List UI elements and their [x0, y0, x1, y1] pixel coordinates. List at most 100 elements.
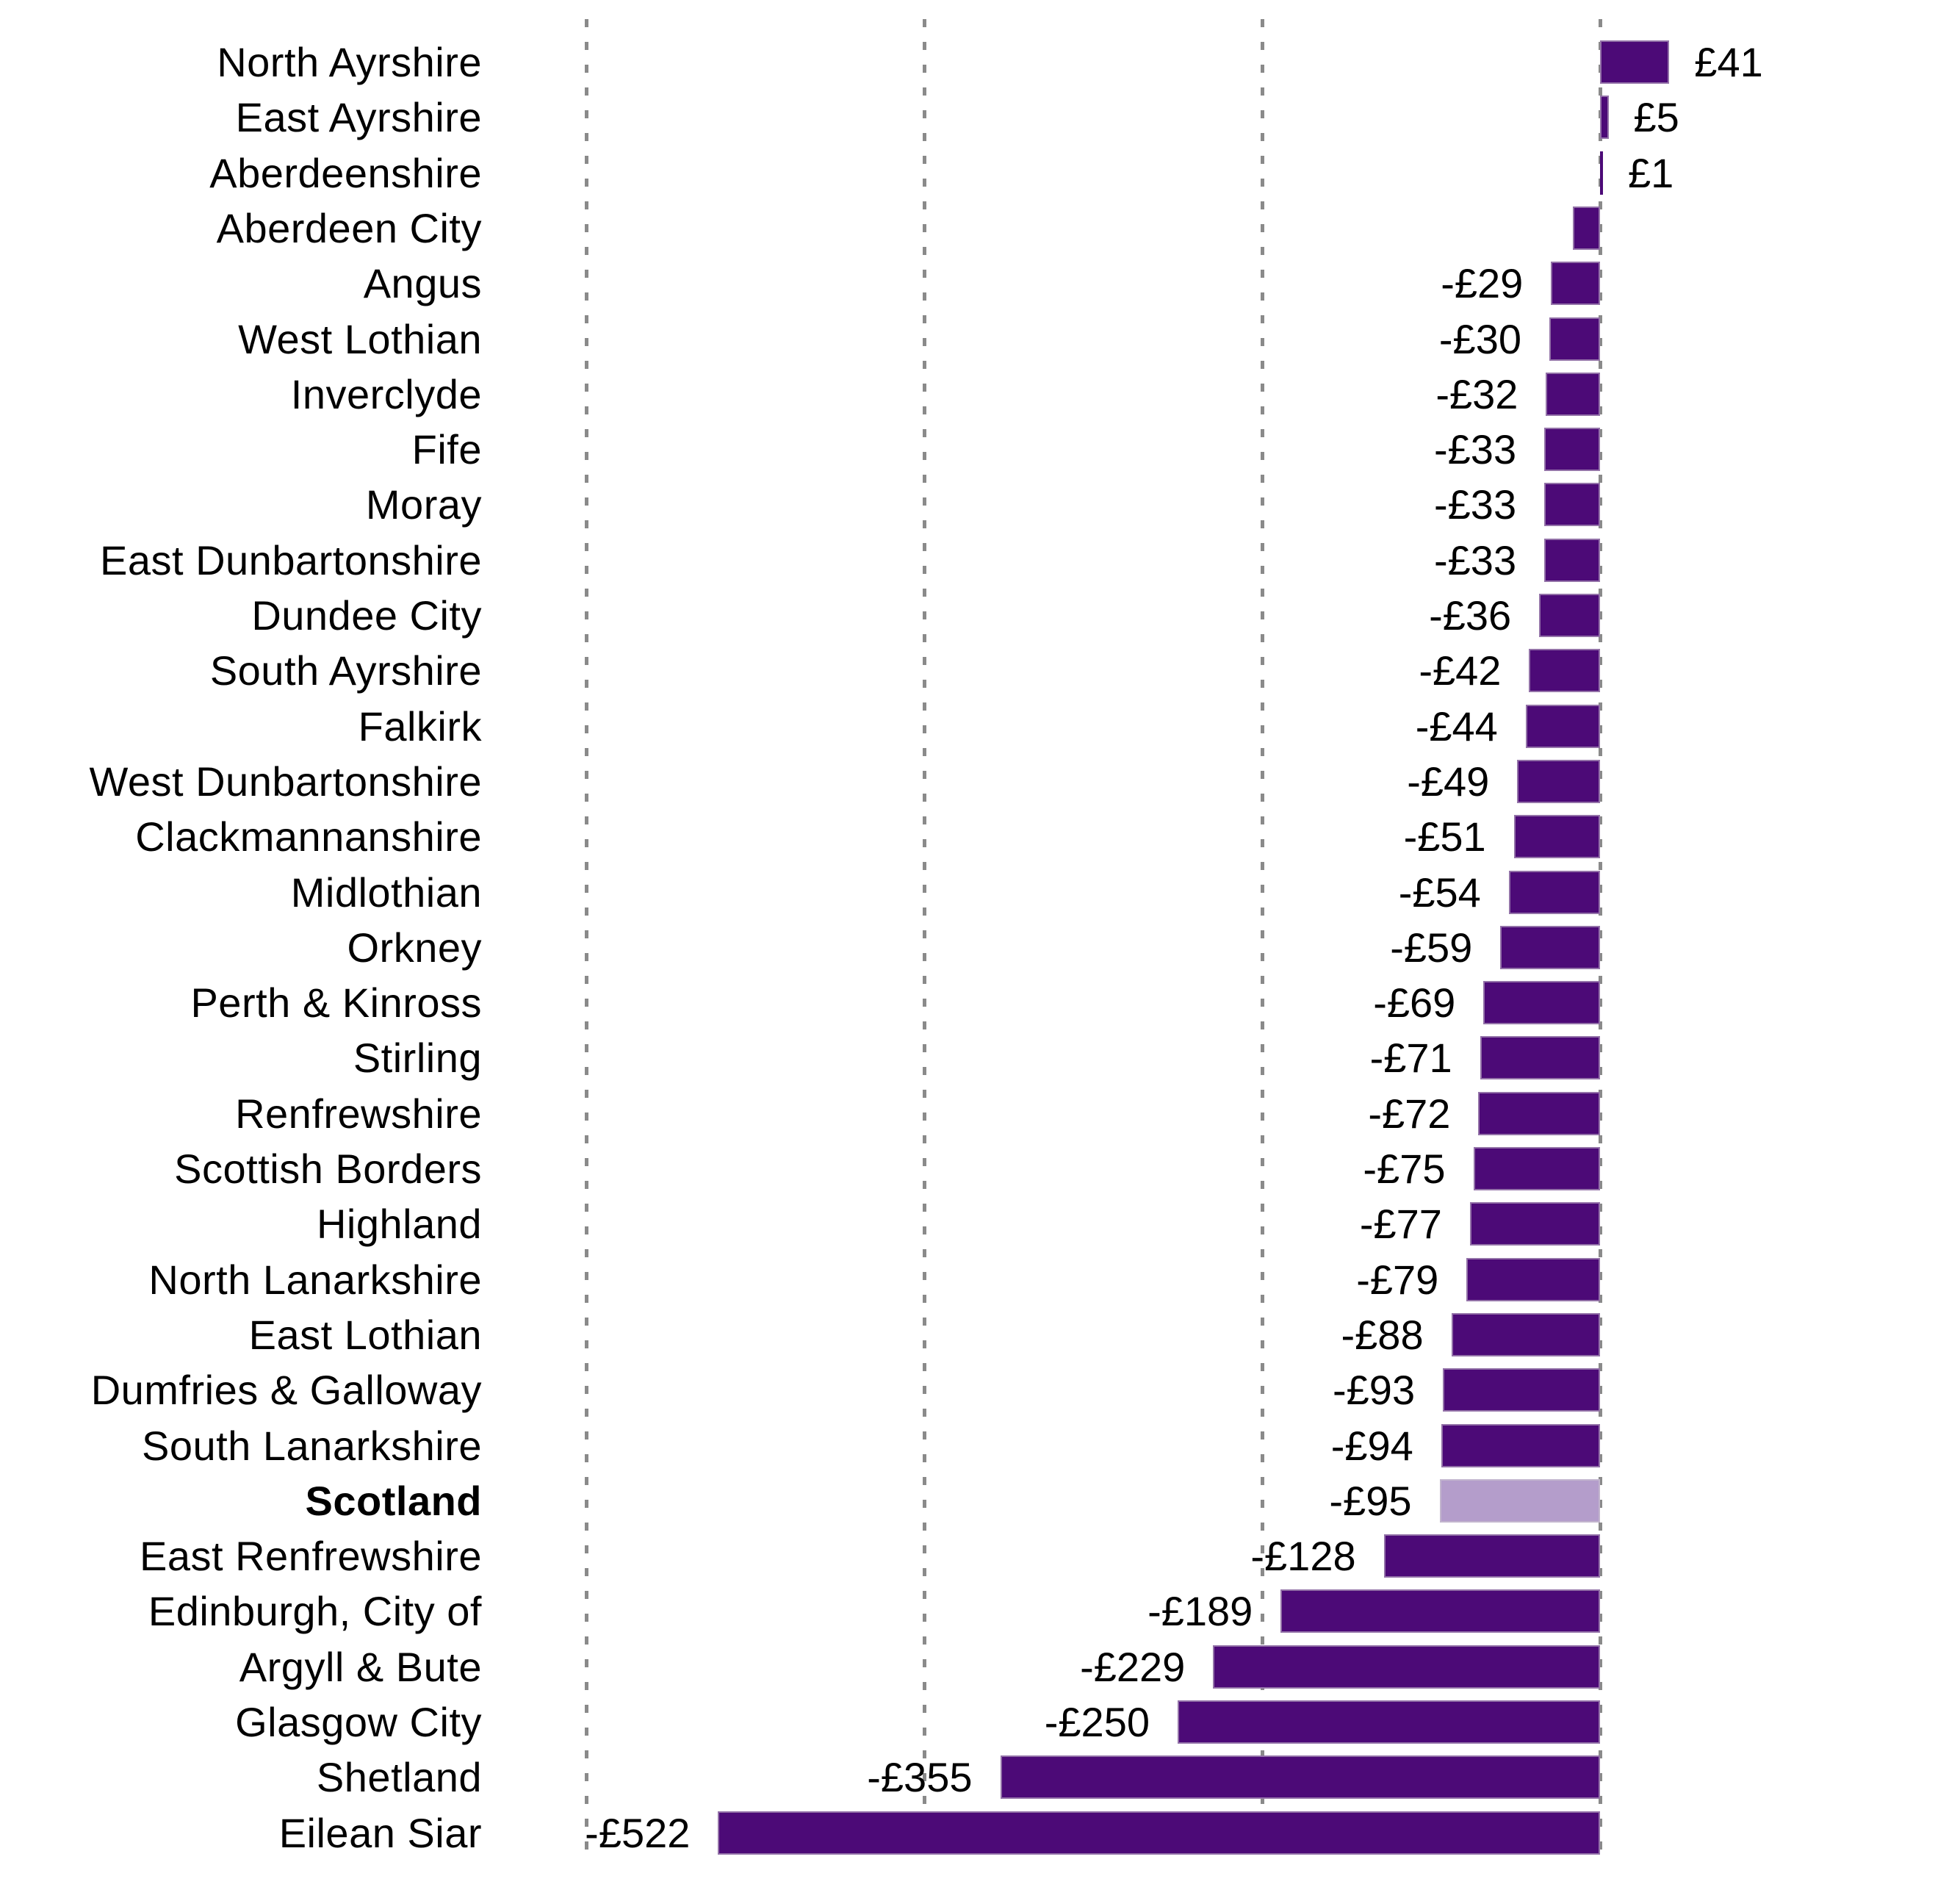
category-label: Falkirk	[358, 702, 482, 750]
category-label: Midlothian	[290, 869, 482, 916]
category-label: Shetland	[316, 1754, 482, 1801]
gridline	[922, 19, 926, 1861]
chart-row: Perth & Kinross -£69	[0, 975, 1960, 1030]
value-label: -£250	[1044, 1699, 1150, 1745]
chart-row: Shetland -£355	[0, 1750, 1960, 1805]
bar	[1178, 1700, 1600, 1744]
chart-row: Dumfries & Galloway -£93	[0, 1362, 1960, 1417]
gridline	[584, 19, 588, 1861]
chart-row: Highland -£77	[0, 1196, 1960, 1251]
category-label: South Lanarkshire	[141, 1422, 482, 1469]
value-label: £5	[1633, 94, 1679, 141]
category-label: Scottish Borders	[174, 1146, 482, 1192]
category-label: East Lothian	[248, 1311, 482, 1358]
bar	[1544, 428, 1600, 472]
category-label: Perth & Kinross	[190, 980, 482, 1027]
value-label: -£75	[1363, 1146, 1446, 1192]
bar	[1000, 1755, 1600, 1800]
chart-row: Renfrewshire -£72	[0, 1086, 1960, 1141]
value-label: -£51	[1403, 813, 1486, 860]
chart-row: Aberdeen City	[0, 201, 1960, 256]
bar	[1549, 317, 1600, 361]
chart-row: Orkney -£59	[0, 920, 1960, 975]
value-label: -£88	[1341, 1311, 1424, 1358]
bar	[1600, 96, 1609, 140]
value-label: -£355	[867, 1754, 973, 1801]
chart-row: South Ayrshire -£42	[0, 643, 1960, 698]
value-label: -£79	[1356, 1256, 1439, 1303]
category-label: Argyll & Bute	[239, 1643, 482, 1690]
bar	[1546, 372, 1600, 416]
value-label: -£94	[1330, 1422, 1413, 1469]
category-label: Clackmannanshire	[135, 813, 482, 860]
bar	[1517, 759, 1600, 803]
value-label: -£33	[1434, 536, 1517, 583]
bar	[718, 1811, 1600, 1855]
bar	[1478, 1091, 1600, 1135]
bar	[1466, 1257, 1600, 1301]
chart-row: Scotland -£95	[0, 1473, 1960, 1528]
category-label: Highland	[316, 1201, 482, 1248]
chart-row: Falkirk -£44	[0, 699, 1960, 754]
chart-row: Clackmannanshire -£51	[0, 809, 1960, 864]
chart-row: East Ayrshire £5	[0, 90, 1960, 145]
chart-row: Fife -£33	[0, 422, 1960, 477]
bar	[1383, 1534, 1600, 1578]
bar	[1469, 1202, 1600, 1246]
value-label: -£33	[1434, 481, 1517, 528]
chart-row: Moray -£33	[0, 477, 1960, 532]
category-label: North Ayrshire	[217, 39, 482, 85]
chart-row: South Lanarkshire -£94	[0, 1418, 1960, 1473]
bar	[1544, 538, 1600, 582]
category-label: Inverclyde	[290, 370, 482, 417]
value-label: -£229	[1080, 1643, 1186, 1690]
category-label: Orkney	[347, 924, 482, 971]
bar	[1443, 1368, 1600, 1412]
value-label: -£33	[1434, 426, 1517, 473]
bar	[1544, 483, 1600, 527]
bar	[1551, 262, 1600, 306]
value-label: £41	[1694, 39, 1763, 85]
value-label: -£71	[1369, 1035, 1452, 1082]
value-label: -£54	[1398, 869, 1481, 916]
category-label: West Lothian	[238, 315, 482, 362]
chart-row: North Ayrshire £41	[0, 35, 1960, 90]
category-label: Aberdeen City	[216, 204, 482, 251]
chart-row: Angus -£29	[0, 256, 1960, 311]
value-label: -£77	[1359, 1201, 1442, 1248]
category-label: East Ayrshire	[235, 94, 482, 141]
chart-row: East Lothian -£88	[0, 1307, 1960, 1362]
chart-row: Stirling -£71	[0, 1030, 1960, 1085]
value-label: -£44	[1415, 702, 1498, 750]
category-label: East Dunbartonshire	[99, 536, 482, 583]
value-label: -£189	[1147, 1588, 1253, 1635]
category-label: Dundee City	[251, 592, 482, 639]
value-label: -£72	[1368, 1090, 1451, 1137]
category-label: West Dunbartonshire	[89, 758, 482, 805]
bar	[1529, 649, 1600, 693]
value-label: -£30	[1438, 315, 1521, 362]
bar	[1451, 1312, 1600, 1356]
value-label: -£93	[1333, 1367, 1416, 1414]
chart-row: Aberdeenshire £1	[0, 145, 1960, 201]
value-label: -£522	[585, 1809, 691, 1856]
value-label: £1	[1628, 149, 1674, 196]
chart-row: Inverclyde -£32	[0, 367, 1960, 422]
value-label: -£36	[1429, 592, 1512, 639]
bar	[1213, 1645, 1600, 1689]
category-label: East Renfrewshire	[139, 1533, 482, 1580]
value-label: -£95	[1329, 1477, 1412, 1524]
value-label: -£49	[1407, 758, 1490, 805]
category-label: Renfrewshire	[235, 1090, 482, 1137]
value-label: -£29	[1441, 260, 1524, 307]
bar	[1473, 1147, 1600, 1190]
category-label: South Ayrshire	[209, 647, 482, 694]
category-label: Aberdeenshire	[209, 149, 482, 196]
value-label: -£42	[1419, 647, 1502, 694]
bar	[1525, 704, 1600, 748]
gridline	[1260, 19, 1264, 1861]
gridline	[1598, 19, 1602, 1861]
chart-row: North Lanarkshire -£79	[0, 1252, 1960, 1307]
bar	[1513, 815, 1600, 859]
